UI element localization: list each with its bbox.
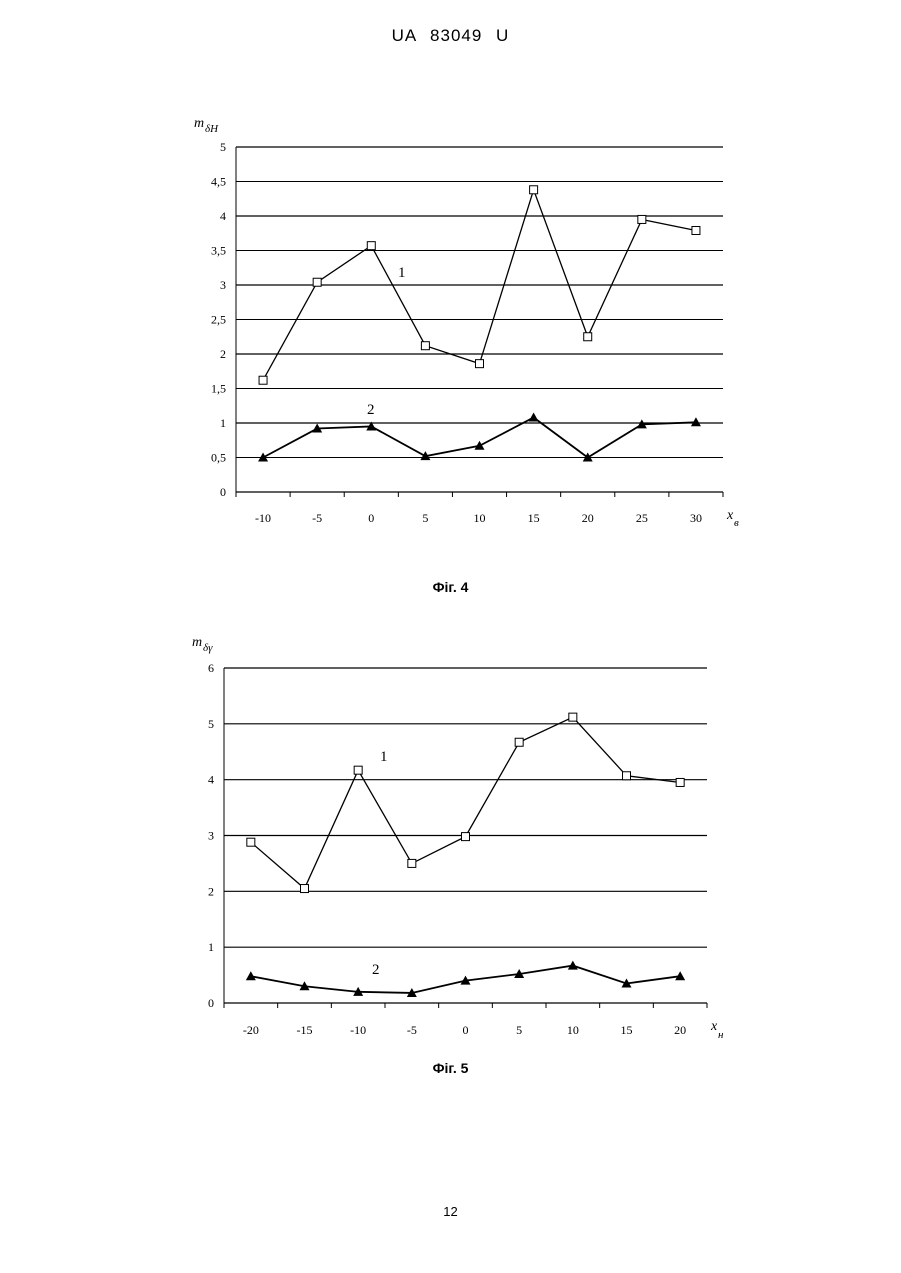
x-tick-label: -10 [350,1023,366,1037]
x-tick-label: 15 [621,1023,633,1037]
figure-5-caption: Фіг. 5 [0,1060,901,1076]
page-number: 12 [0,1204,901,1219]
x-tick-label: -15 [297,1023,313,1037]
x-axis-label-sub: н [718,1029,724,1041]
y-axis-label-sub: δγ [203,642,213,654]
series-1-point [301,885,309,893]
y-tick-label: 1 [208,940,214,954]
series-1-point [408,859,416,867]
x-axis-label-var: x [710,1019,718,1034]
y-tick-label: 5 [208,717,214,731]
y-axis-label-var: m [192,635,202,650]
series-1-point [676,778,684,786]
series-1-line [251,717,680,888]
series-1-point [462,833,470,841]
series-1-point [623,772,631,780]
series-2-point [568,961,578,970]
figure-5-chart: 0 1 2 3 4 5 6 -20 -15 -10 -5 0 5 10 15 20 1 2 m δγ x н [0,0,901,1060]
x-tick-label: 0 [463,1023,469,1037]
x-tick-label: 10 [567,1023,579,1037]
series-1-point [354,766,362,774]
series-2-point [246,971,256,980]
x-tick-label: 20 [674,1023,686,1037]
series-label-1: 1 [380,749,388,765]
y-tick-label: 0 [208,996,214,1010]
series-label-2: 2 [372,962,380,978]
series-2-point [675,971,685,980]
series-1-point [247,838,255,846]
x-tick-label: -20 [243,1023,259,1037]
x-tick-label: 5 [516,1023,522,1037]
series-1-point [515,738,523,746]
y-tick-label: 2 [208,884,214,898]
y-tick-label: 3 [208,829,214,843]
y-tick-label: 6 [208,661,214,675]
y-tick-label: 4 [208,773,214,787]
x-tick-label: -5 [407,1023,417,1037]
series-1-point [569,713,577,721]
